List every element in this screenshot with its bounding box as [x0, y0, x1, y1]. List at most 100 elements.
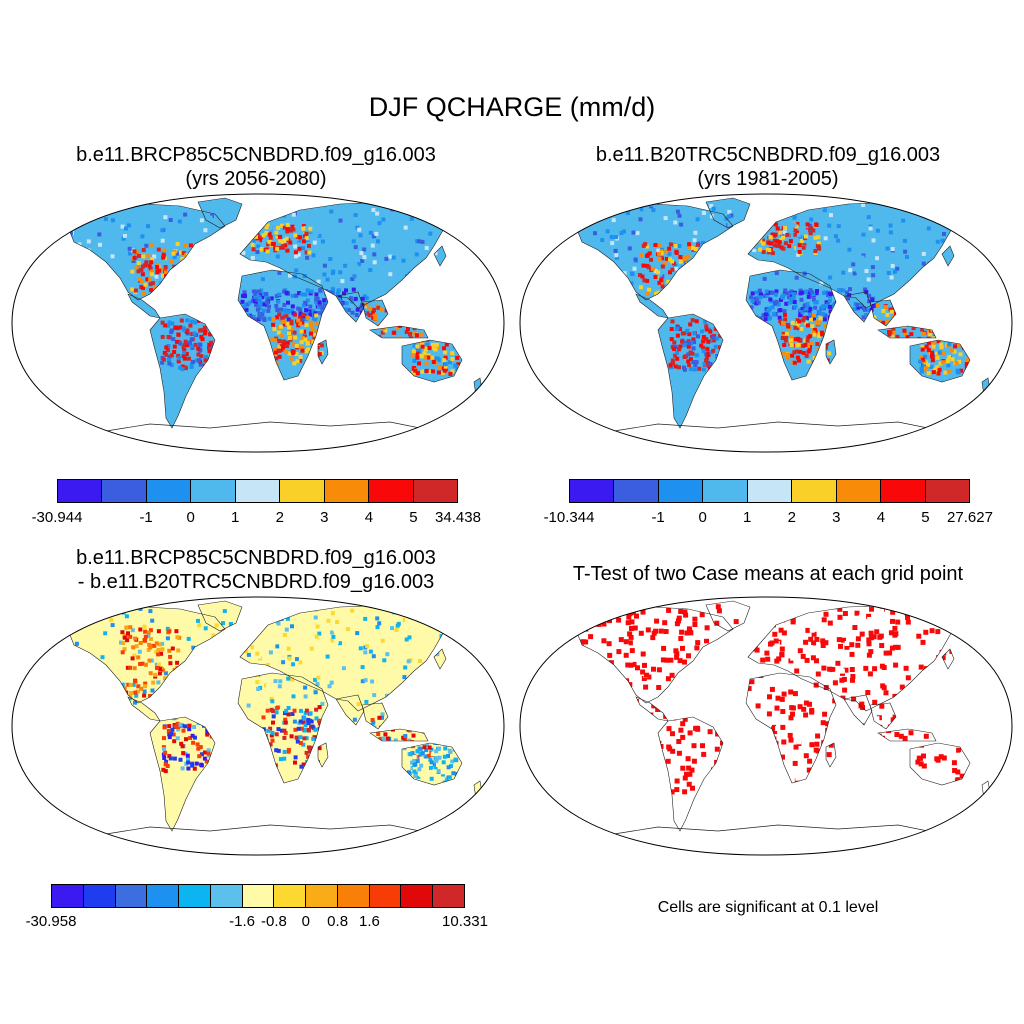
grid-cell — [614, 255, 619, 260]
grid-cell — [265, 663, 270, 667]
grid-cell — [168, 683, 173, 687]
grid-cell — [612, 679, 618, 685]
grid-cell — [814, 222, 819, 227]
grid-cell — [127, 223, 131, 228]
grid-cell — [931, 203, 936, 208]
grid-cell — [65, 248, 69, 252]
grid-cell — [920, 347, 925, 352]
grid-cell — [143, 629, 148, 634]
grid-cell — [158, 695, 163, 700]
grid-cell — [258, 296, 262, 301]
grid-cell — [759, 292, 763, 297]
grid-cell — [573, 218, 577, 222]
grid-cell — [686, 736, 692, 742]
grid-cell — [306, 721, 311, 726]
grid-cell — [157, 671, 162, 676]
grid-cell — [866, 308, 871, 313]
grid-cell — [436, 769, 441, 774]
grid-cell — [578, 776, 583, 782]
grid-cell — [364, 699, 369, 704]
grid-cell — [883, 690, 889, 696]
grid-cell — [163, 323, 168, 328]
grid-cell — [133, 700, 137, 705]
grid-cell — [775, 695, 781, 701]
grid-cell — [90, 688, 95, 693]
grid-cell — [781, 320, 786, 325]
grid-cell — [172, 739, 177, 744]
madagascar-coastline — [317, 742, 329, 768]
grid-cell — [888, 339, 893, 344]
grid-cell — [282, 756, 287, 761]
grid-cell — [195, 612, 200, 617]
grid-cell — [436, 727, 441, 732]
grid-cell — [438, 712, 443, 717]
grid-cell — [207, 244, 212, 249]
grid-cell — [161, 357, 166, 362]
grid-cell — [829, 666, 835, 672]
grid-cell — [221, 621, 225, 626]
grid-cell — [567, 644, 572, 649]
grid-cell — [387, 706, 392, 711]
grid-cell — [202, 331, 207, 336]
grid-cell — [166, 729, 171, 733]
grid-cell — [823, 324, 828, 329]
grid-cell — [131, 645, 136, 650]
grid-cell — [855, 268, 860, 273]
grid-cell — [167, 724, 172, 729]
grid-cell — [941, 612, 946, 618]
grid-cell — [146, 254, 151, 259]
grid-cell — [389, 754, 394, 758]
grid-cell — [869, 715, 875, 721]
colorbar-swatch — [306, 885, 338, 907]
grid-cell — [376, 239, 380, 244]
grid-cell — [261, 292, 266, 296]
grid-cell — [656, 667, 662, 673]
grid-cell — [155, 265, 160, 269]
grid-cell — [821, 311, 825, 316]
grid-cell — [819, 281, 824, 286]
grid-cell — [419, 773, 424, 777]
grid-cell — [288, 240, 293, 245]
grid-cell — [358, 724, 363, 729]
grid-cell — [684, 274, 689, 279]
grid-cell — [811, 292, 816, 296]
grid-cell — [689, 682, 695, 688]
grid-cell — [277, 234, 282, 239]
grid-cell — [191, 359, 195, 364]
grid-cell — [889, 340, 894, 345]
grid-cell — [459, 631, 464, 636]
grid-cell — [592, 671, 598, 677]
grid-cell — [165, 636, 170, 641]
grid-cell — [333, 312, 338, 317]
grid-cell — [403, 309, 408, 314]
grid-cell — [898, 302, 903, 307]
colorbar-swatch — [280, 480, 325, 502]
grid-cell — [793, 337, 798, 342]
grid-cell — [103, 631, 108, 636]
grid-cell — [199, 354, 204, 359]
grid-cell — [139, 279, 144, 284]
grid-cell — [787, 789, 793, 794]
grid-cell — [129, 691, 134, 695]
grid-cell — [307, 749, 312, 754]
grid-cell — [278, 707, 283, 712]
grid-cell — [362, 341, 366, 346]
grid-cell — [666, 705, 672, 711]
grid-cell — [874, 340, 879, 344]
grid-cell — [888, 230, 893, 235]
grid-cell — [713, 327, 718, 331]
grid-cell — [720, 649, 725, 655]
grid-cell — [578, 744, 580, 750]
grid-cell — [604, 611, 610, 617]
grid-cell — [951, 760, 957, 766]
grid-cell — [150, 272, 154, 277]
grid-cell — [735, 645, 741, 651]
grid-cell — [668, 270, 672, 275]
grid-cell — [385, 744, 390, 749]
grid-cell — [657, 243, 662, 248]
grid-cell — [796, 603, 801, 609]
grid-cell — [133, 288, 138, 293]
grid-cell — [951, 612, 957, 617]
map-frame — [11, 596, 505, 856]
grid-cell — [811, 228, 816, 233]
